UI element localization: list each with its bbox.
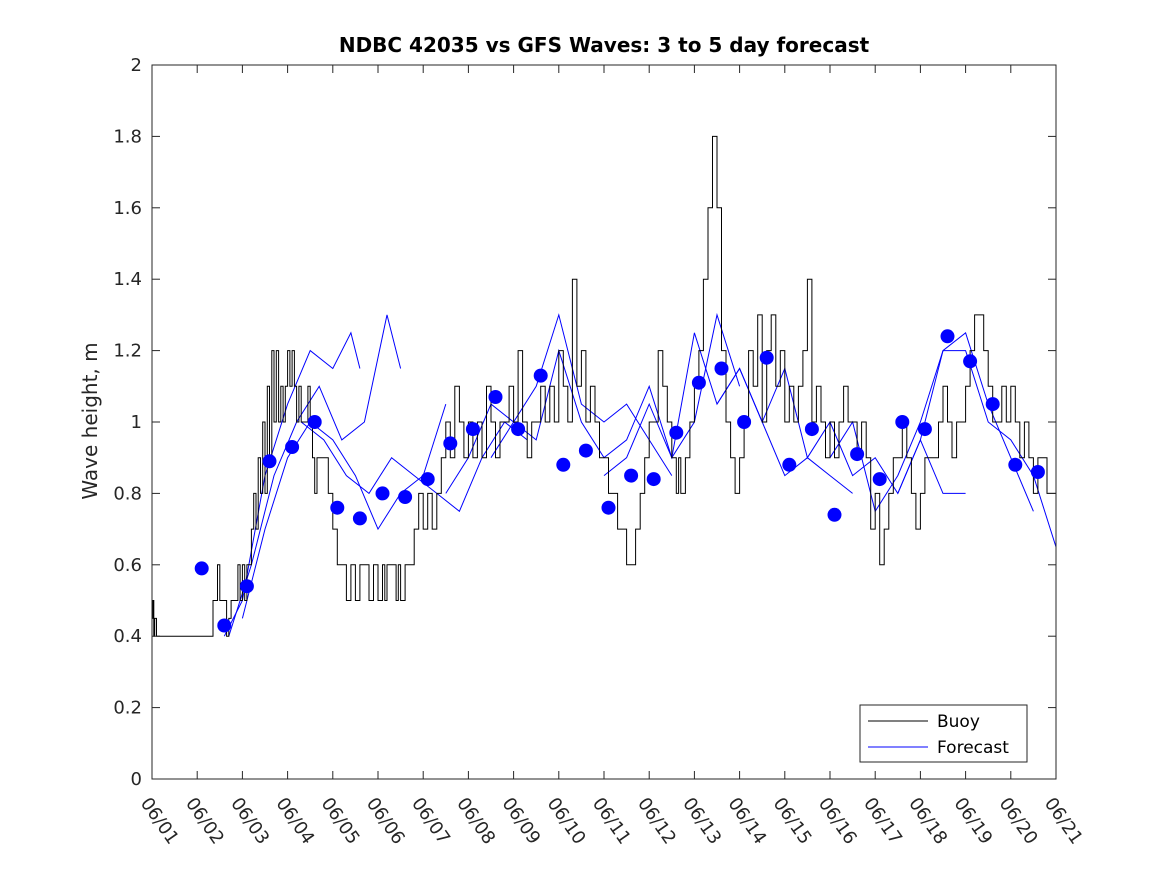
forecast-marker-point [465, 422, 480, 437]
forecast-marker-point [872, 472, 887, 487]
forecast-marker-point [940, 329, 955, 344]
forecast-marker-point [307, 415, 322, 429]
forecast-marker-point [285, 440, 300, 454]
forecast-marker-point [533, 368, 548, 383]
y-tick-label: 0.2 [113, 698, 142, 719]
legend: Buoy Forecast [859, 704, 1028, 763]
forecast-marker-point [737, 415, 752, 429]
forecast-run-line [490, 312, 741, 459]
forecast-marker-point [262, 454, 277, 469]
forecast-marker-point [827, 507, 842, 522]
forecast-marker-point [895, 415, 910, 429]
forecast-marker-point [375, 486, 390, 501]
y-tick-label: 0.4 [113, 626, 142, 647]
chart-title: NDBC 42035 vs GFS Waves: 3 to 5 day fore… [339, 33, 870, 57]
y-tick-label: 1.4 [113, 269, 142, 290]
forecast-marker-point [691, 375, 706, 390]
legend-box [859, 704, 1028, 763]
forecast-marker-point [782, 457, 797, 472]
y-tick-label: 2 [131, 55, 142, 76]
plot-area [152, 135, 1057, 637]
forecast-marker-point [1008, 457, 1023, 472]
forecast-marker-point [217, 618, 232, 633]
buoy-series-line [152, 135, 1056, 637]
forecast-marker-point [917, 422, 932, 437]
forecast-marker-point [963, 354, 978, 369]
legend-buoy-label: Buoy [937, 712, 980, 732]
y-tick-label: 1.2 [113, 341, 142, 362]
y-tick-label: 0 [131, 769, 142, 790]
forecast-marker-point [420, 472, 435, 487]
forecast-marker-point [804, 422, 819, 437]
forecast-marker-point [759, 350, 774, 365]
forecast-marker-point [443, 436, 458, 451]
forecast-marker-point [624, 468, 639, 483]
forecast-run-line [300, 421, 528, 513]
forecast-run-line [445, 313, 673, 494]
forecast-run-line [228, 314, 402, 637]
forecast-marker-point [985, 397, 1000, 412]
forecast-marker-point [646, 472, 661, 487]
forecast-marker-point [578, 443, 593, 458]
forecast-marker-point [330, 500, 345, 515]
forecast-marker-point [511, 422, 526, 437]
legend-forecast-label: Forecast [937, 738, 1009, 758]
y-axis-label: Wave height, m [78, 342, 102, 499]
y-tick-label: 1 [131, 412, 142, 433]
forecast-marker-point [850, 447, 865, 462]
forecast-marker-point [488, 390, 503, 404]
forecast-marker-point [239, 579, 254, 594]
y-tick-label: 0.6 [113, 555, 142, 576]
forecast-marker-point [352, 511, 367, 526]
forecast-marker-point [1030, 465, 1045, 479]
forecast-marker-point [714, 361, 729, 376]
forecast-run-line [716, 366, 966, 495]
forecast-marker-point [601, 500, 616, 515]
forecast-marker-point [398, 490, 413, 504]
y-tick-label: 1.6 [113, 198, 142, 219]
y-tick-label: 0.8 [113, 483, 142, 504]
forecast-marker-point [194, 561, 209, 576]
forecast-run-line [241, 403, 447, 619]
forecast-marker-point [556, 457, 571, 472]
forecast-marker-point [669, 425, 684, 440]
y-tick-label: 1.8 [113, 126, 142, 147]
